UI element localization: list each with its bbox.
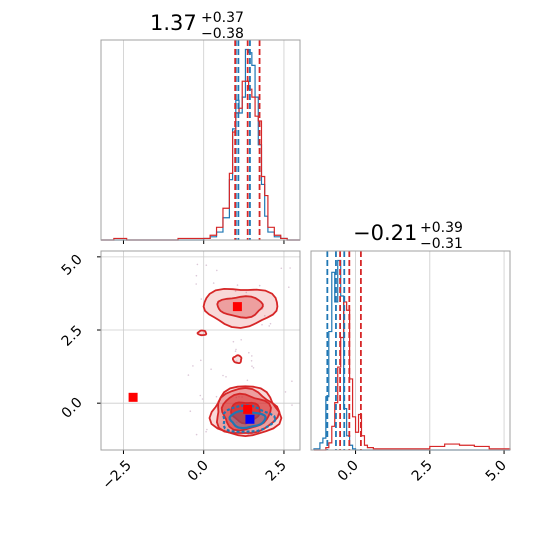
axes-frame bbox=[100, 39, 301, 241]
hist-p2-panel bbox=[310, 250, 511, 454]
sample-point bbox=[199, 394, 202, 397]
sample-point bbox=[258, 284, 261, 287]
sample-point bbox=[195, 283, 197, 285]
sample-point bbox=[236, 284, 239, 286]
x-tick-label: 5.0 bbox=[483, 458, 510, 485]
axes-frame bbox=[310, 250, 511, 451]
y-tick-label: 5.0 bbox=[59, 252, 86, 279]
x-tick-labels-left: −2.5 0.0 2.5 bbox=[99, 458, 289, 493]
sample-point bbox=[261, 323, 263, 326]
sample-point bbox=[212, 282, 215, 284]
sample-point bbox=[192, 365, 194, 367]
sample-point bbox=[288, 286, 290, 289]
sample-point bbox=[200, 359, 202, 362]
hist-p1-title-value: 1.37 bbox=[150, 11, 197, 35]
hist-p1-title-minus: −0.38 bbox=[201, 26, 244, 42]
marker-square bbox=[243, 404, 253, 414]
hist-p1-title-plus: +0.37 bbox=[201, 10, 244, 26]
y-tick-labels: 0.0 2.5 5.0 bbox=[59, 252, 86, 422]
sample-point bbox=[234, 350, 237, 353]
hist-p2-title-value: −0.21 bbox=[353, 221, 417, 245]
sample-point bbox=[284, 391, 287, 393]
hist-series-step bbox=[101, 80, 300, 241]
sample-point bbox=[252, 367, 255, 369]
sample-point bbox=[195, 433, 198, 436]
marker-square bbox=[232, 302, 242, 312]
sample-point bbox=[210, 368, 212, 371]
scatter-2d-panel bbox=[97, 250, 301, 454]
contour-island bbox=[232, 354, 243, 364]
sample-point bbox=[235, 348, 237, 351]
sample-point bbox=[245, 291, 248, 294]
sample-point bbox=[205, 264, 208, 267]
marker-square bbox=[128, 392, 138, 402]
y-tick-label: 2.5 bbox=[59, 323, 86, 350]
x-tick-label: 2.5 bbox=[409, 458, 436, 485]
contour-island bbox=[196, 329, 208, 337]
sample-point bbox=[195, 274, 198, 277]
hist-p1-title: 1.37 +0.37 −0.38 bbox=[150, 10, 244, 42]
sample-point bbox=[250, 360, 253, 362]
hist-series-step bbox=[101, 48, 300, 241]
sample-point bbox=[251, 365, 253, 368]
sample-point bbox=[200, 298, 203, 300]
sample-point bbox=[196, 263, 199, 266]
x-tick-label: 0.0 bbox=[185, 458, 212, 485]
y-tick-label: 0.0 bbox=[59, 395, 86, 422]
sample-point bbox=[268, 325, 271, 327]
sample-point bbox=[289, 267, 291, 269]
hist-series-step bbox=[313, 301, 511, 451]
sample-point bbox=[189, 410, 192, 413]
sample-point bbox=[187, 374, 190, 376]
sample-point bbox=[215, 395, 218, 398]
sample-point bbox=[225, 376, 227, 378]
sample-point bbox=[240, 339, 242, 341]
sample-point bbox=[205, 430, 207, 433]
sample-point bbox=[236, 360, 238, 363]
sample-point bbox=[246, 379, 249, 382]
sample-point bbox=[234, 290, 237, 292]
x-tick-label: −2.5 bbox=[99, 458, 134, 493]
sample-point bbox=[291, 404, 293, 406]
hist-p2-title-minus: −0.31 bbox=[420, 236, 463, 252]
sample-point bbox=[251, 355, 253, 357]
hist-p1-panel bbox=[100, 39, 301, 244]
hist-p2-title-plus: +0.39 bbox=[420, 220, 463, 236]
sample-point bbox=[269, 322, 272, 325]
sample-point bbox=[264, 315, 266, 317]
sample-point bbox=[291, 380, 293, 383]
axes-frame bbox=[100, 250, 301, 451]
sample-point bbox=[222, 374, 224, 377]
sample-point bbox=[232, 340, 235, 343]
sample-point bbox=[206, 428, 208, 431]
marker-square bbox=[245, 414, 255, 424]
hist-p2-title: −0.21 +0.39 −0.31 bbox=[353, 220, 463, 252]
x-tick-label: 2.5 bbox=[263, 458, 290, 485]
x-tick-label: 0.0 bbox=[335, 458, 362, 485]
sample-point bbox=[201, 398, 204, 400]
sample-point bbox=[248, 351, 250, 354]
sample-point bbox=[280, 267, 283, 270]
sample-point bbox=[216, 269, 218, 272]
x-tick-labels-right: 0.0 2.5 5.0 bbox=[335, 458, 510, 485]
